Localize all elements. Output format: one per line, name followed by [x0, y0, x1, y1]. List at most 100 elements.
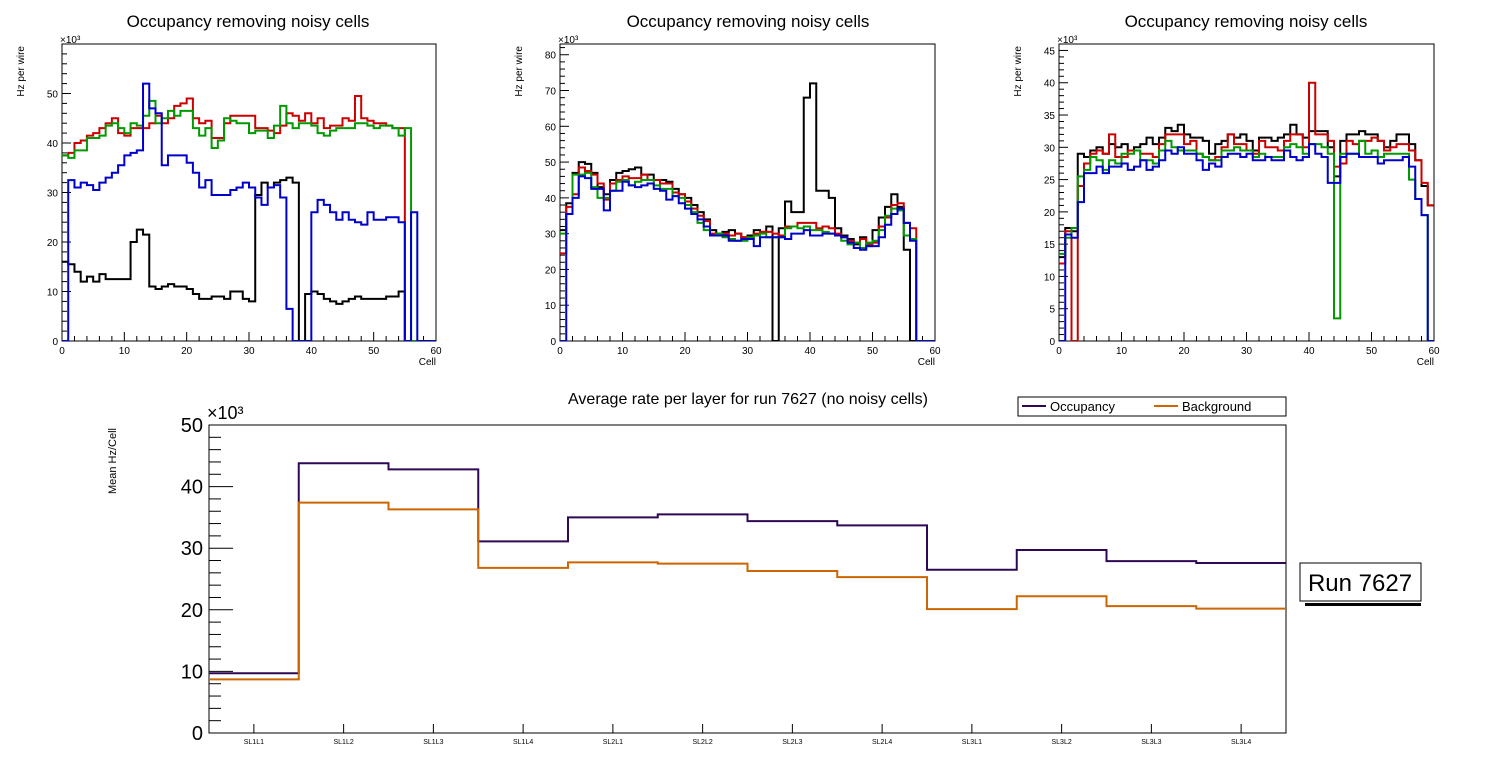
x-category-label: SL3L3	[1141, 739, 1161, 746]
series-line-background	[209, 501, 1286, 681]
y-tick-label: 45	[1044, 46, 1056, 57]
x-category-label: SL3L4	[1231, 739, 1251, 746]
plot-frame	[61, 43, 437, 342]
average-rate-per-layer-panel: Average rate per layer for run 7627 (no …	[107, 391, 1422, 746]
y-tick-label: 10	[181, 661, 203, 683]
series-line-layer-3	[62, 99, 436, 341]
x-tick-label: 50	[867, 346, 879, 357]
y-tick-label: 20	[545, 265, 557, 276]
y-tick-label: 10	[545, 301, 557, 312]
y-tick-label: 40	[47, 139, 59, 150]
x-category-label: SL3L1	[962, 739, 982, 746]
x-tick-label: 20	[181, 346, 193, 357]
x-category-label: SL1L3	[423, 739, 443, 746]
occupancy-histogram-panel-2: Occupancy removing noisy cells ×10³ Hz per…	[514, 12, 941, 368]
x-tick-label: 60	[1428, 346, 1440, 357]
y-tick-label: 15	[1044, 240, 1056, 251]
series-line-layer-1	[1059, 123, 1434, 259]
y-tick-label: 60	[545, 122, 557, 133]
x-tick-label: 60	[929, 346, 941, 357]
legend: Occupancy Background	[1017, 396, 1287, 417]
y-tick-label: 30	[47, 189, 59, 200]
y-tick-label: 40	[545, 194, 557, 205]
annotation-text: Run 7627	[1308, 570, 1412, 597]
x-category-label: SL2L2	[693, 739, 713, 746]
series-line-layer-2	[1059, 81, 1434, 341]
y-multiplier-label: ×10³	[558, 35, 579, 46]
y-tick-label: 40	[181, 477, 203, 499]
series-line-layer-4	[1059, 143, 1434, 341]
y-tick-label: 25	[1044, 176, 1056, 187]
x-tick-label: 0	[557, 346, 563, 357]
x-category-label: SL2L1	[603, 739, 623, 746]
x-tick-label: 20	[1178, 346, 1190, 357]
chart-title: Occupancy removing noisy cells	[627, 12, 870, 31]
plot-frame	[1058, 43, 1435, 342]
x-tick-label: 40	[1303, 346, 1315, 357]
y-tick-label: 5	[1049, 305, 1055, 316]
plot-frame	[208, 424, 1287, 734]
x-category-label: SL1L1	[244, 739, 264, 746]
x-tick-label: 0	[59, 346, 65, 357]
y-axis-label: Hz per wire	[514, 46, 525, 97]
x-tick-label: 40	[804, 346, 816, 357]
x-category-label: SL2L3	[782, 739, 802, 746]
y-multiplier-label: ×10³	[60, 35, 81, 46]
y-tick-label: 20	[181, 600, 203, 622]
y-multiplier-label: ×10³	[1057, 35, 1078, 46]
y-tick-label: 50	[47, 90, 59, 101]
x-category-label: SL1L4	[513, 739, 533, 746]
x-tick-label: 20	[679, 346, 691, 357]
y-tick-label: 40	[1044, 79, 1056, 90]
x-tick-label: 10	[617, 346, 629, 357]
x-tick-label: 0	[1056, 346, 1062, 357]
x-tick-label: 50	[368, 346, 380, 357]
x-tick-label: 30	[742, 346, 754, 357]
x-axis-label: Cell	[1417, 357, 1434, 368]
series-line-layer-4	[560, 175, 935, 341]
series-line-layer-3	[1059, 139, 1434, 341]
y-tick-label: 20	[47, 238, 59, 249]
y-tick-label: 30	[545, 230, 557, 241]
y-tick-label: 0	[550, 337, 556, 348]
y-tick-label: 35	[1044, 111, 1056, 122]
y-tick-label: 10	[1044, 272, 1056, 283]
y-multiplier-label: ×10³	[207, 403, 244, 423]
y-tick-label: 80	[545, 51, 557, 62]
y-axis-label: Hz per wire	[16, 46, 27, 97]
y-tick-label: 20	[1044, 208, 1056, 219]
y-tick-label: 50	[545, 158, 557, 169]
x-tick-label: 40	[306, 346, 318, 357]
chart-title: Occupancy removing noisy cells	[127, 12, 370, 31]
x-tick-label: 30	[1241, 346, 1253, 357]
x-tick-label: 10	[119, 346, 131, 357]
occupancy-histogram-panel-1: Occupancy removing noisy cells ×10³ Hz per…	[16, 12, 442, 368]
annotation-box	[1299, 562, 1422, 602]
y-axis-label: Mean Hz/Cell	[107, 428, 119, 494]
legend-label: Occupancy	[1050, 399, 1116, 414]
series-line-layer-4	[62, 82, 436, 341]
occupancy-histogram-panel-3: Occupancy removing noisy cells ×10³ Hz per…	[1013, 12, 1440, 368]
y-tick-label: 50	[181, 415, 203, 437]
series-line-occupancy	[209, 462, 1286, 675]
y-axis-label: Hz per wire	[1013, 46, 1024, 97]
annotation-shadow	[1305, 603, 1421, 606]
series-line-layer-1	[62, 176, 436, 341]
x-tick-label: 60	[430, 346, 442, 357]
series-line-layer-1	[560, 82, 935, 341]
plot-frame	[559, 43, 936, 342]
x-category-label: SL2L4	[872, 739, 892, 746]
y-tick-label: 10	[47, 288, 59, 299]
x-category-label: SL1L2	[334, 739, 354, 746]
chart-title: Average rate per layer for run 7627 (no …	[568, 391, 928, 408]
x-tick-label: 30	[243, 346, 255, 357]
x-category-label: SL3L2	[1052, 739, 1072, 746]
x-tick-label: 10	[1116, 346, 1128, 357]
x-axis-label: Cell	[918, 357, 935, 368]
series-line-layer-2	[560, 166, 935, 341]
run-annotation: Run 7627	[1299, 562, 1422, 606]
y-tick-label: 0	[192, 723, 203, 745]
x-axis-label: Cell	[419, 357, 436, 368]
y-tick-label: 30	[181, 538, 203, 560]
